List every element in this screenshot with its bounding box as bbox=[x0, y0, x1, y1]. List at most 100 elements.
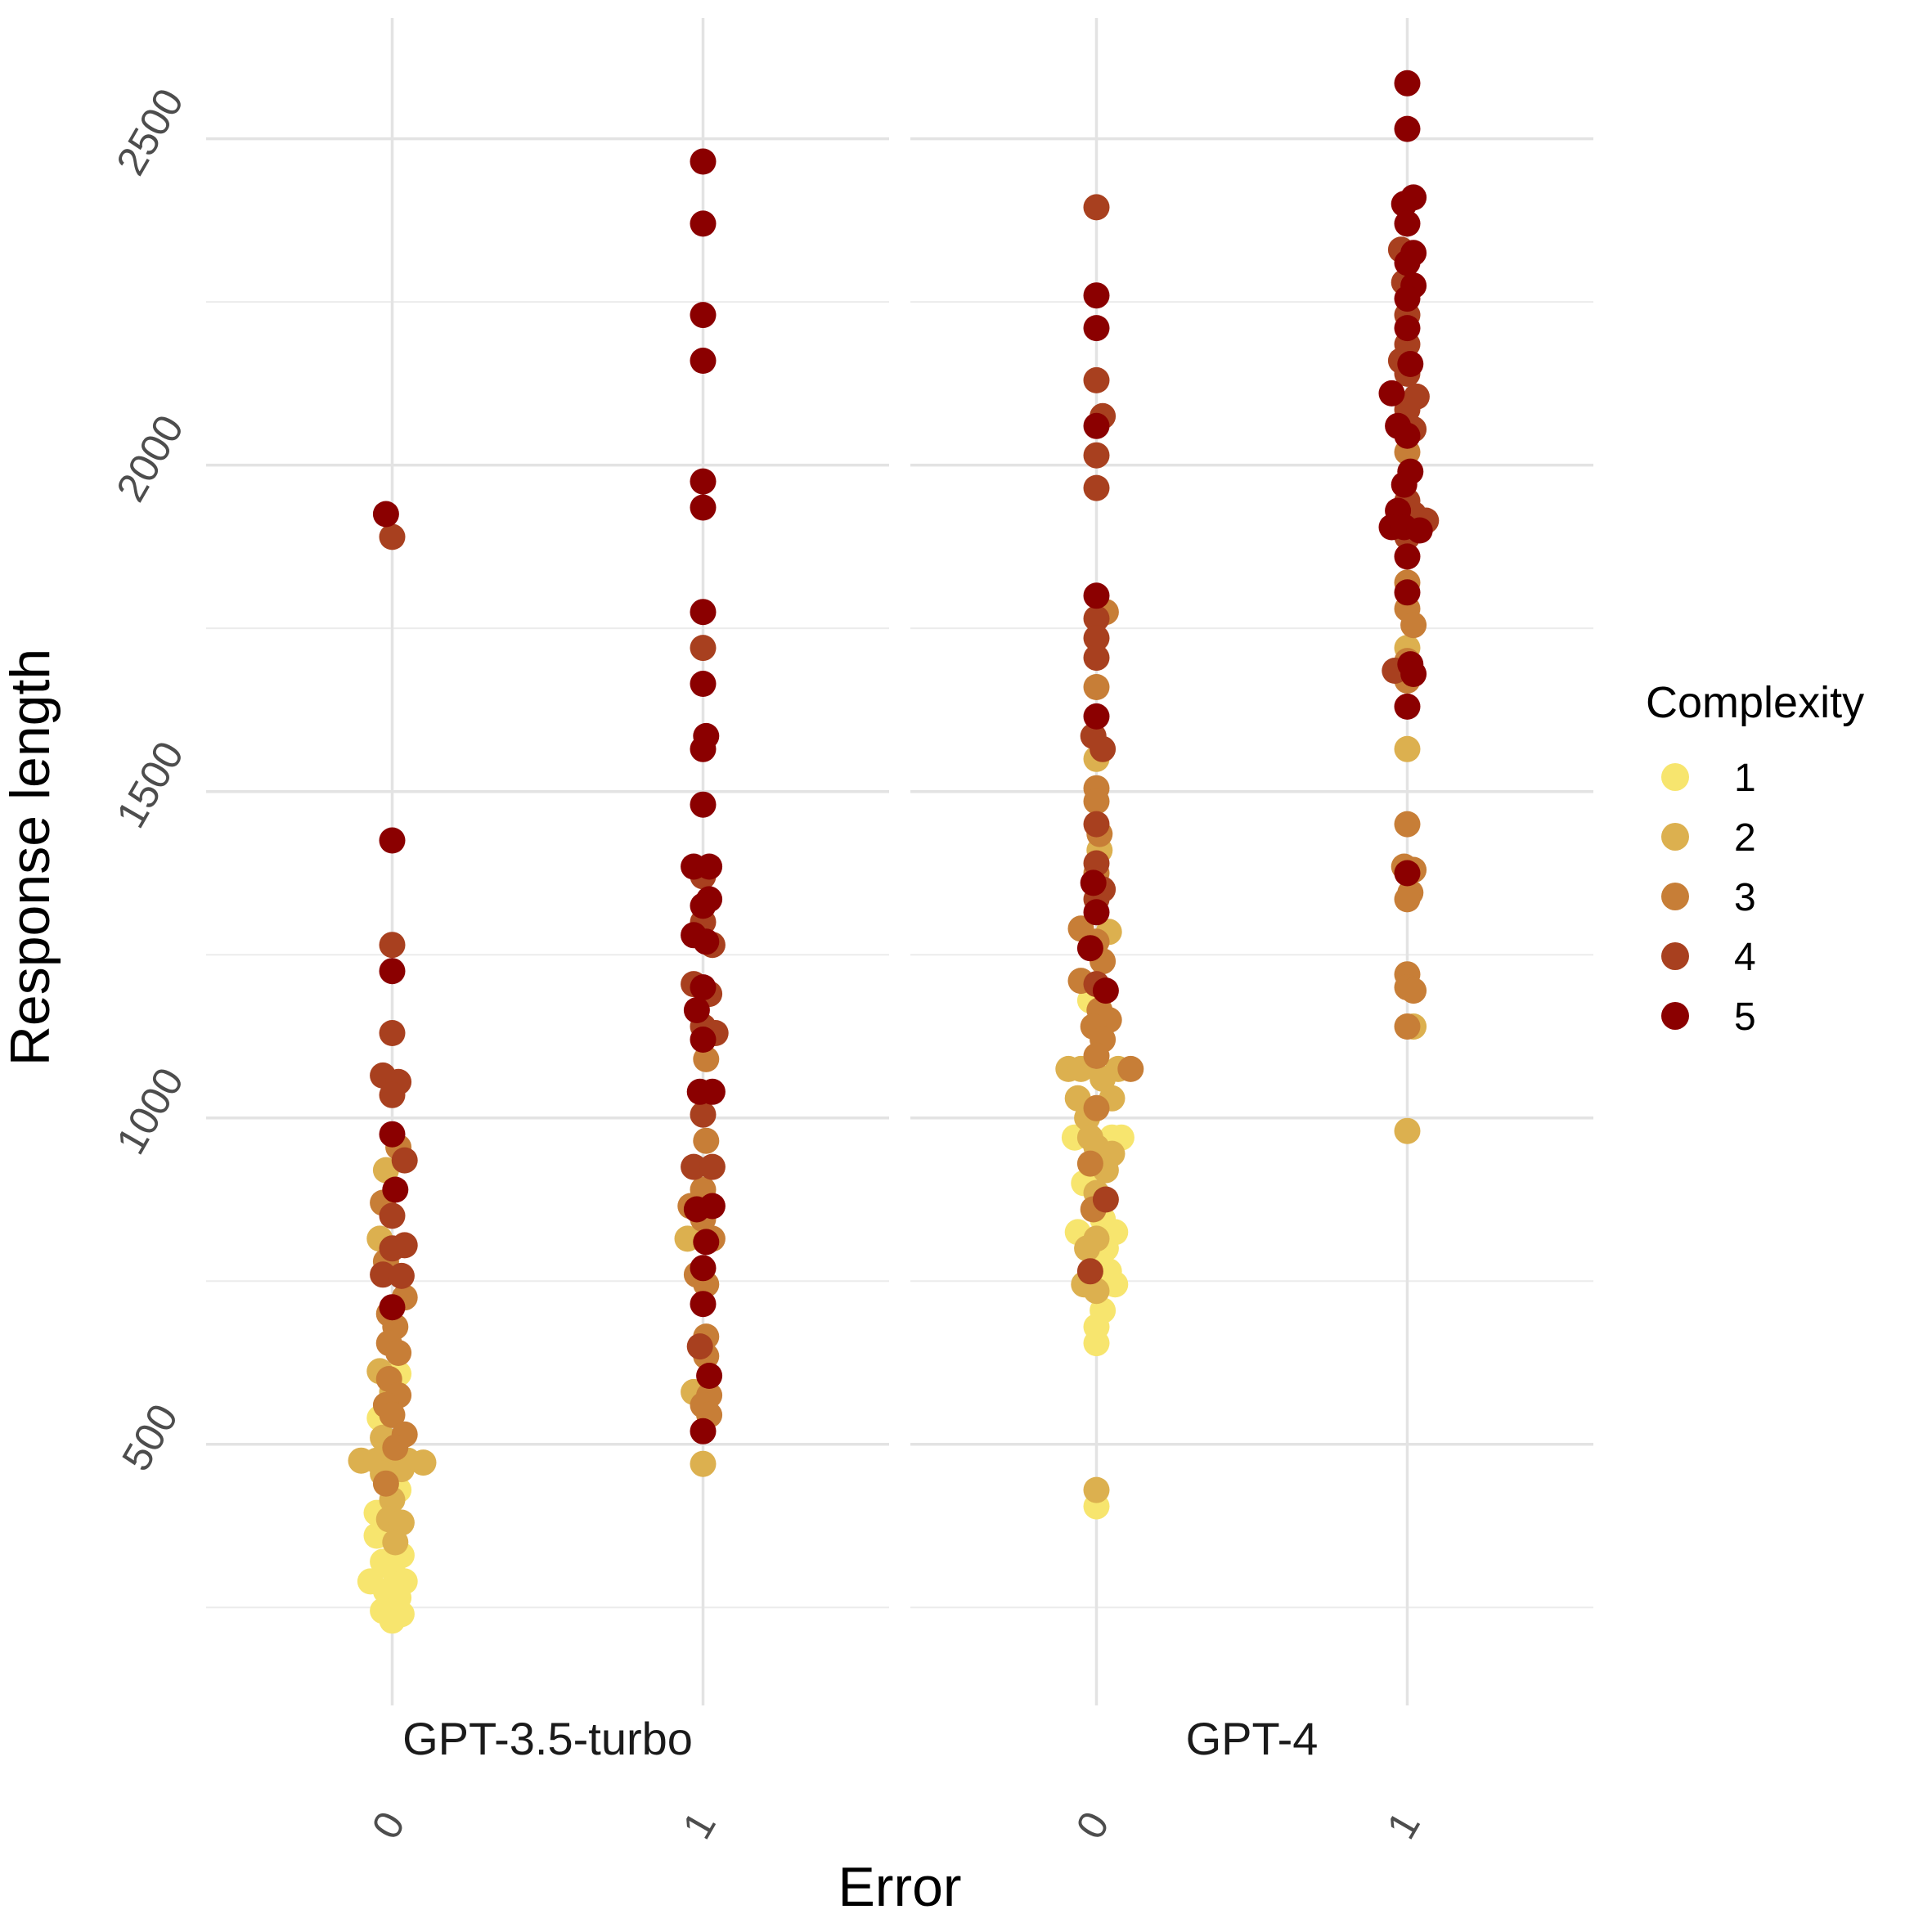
x-tick-label: 0 bbox=[363, 1804, 414, 1846]
y-tick-label: 500 bbox=[113, 1396, 186, 1478]
points-layer bbox=[348, 70, 1440, 1634]
data-point bbox=[1083, 1094, 1110, 1121]
legend-label-5: 5 bbox=[1734, 995, 1756, 1039]
data-point bbox=[1394, 422, 1421, 449]
data-point bbox=[1394, 1013, 1421, 1040]
data-point bbox=[1076, 1258, 1103, 1285]
legend-label-2: 2 bbox=[1734, 816, 1756, 860]
data-point bbox=[1394, 886, 1421, 913]
data-point bbox=[1394, 860, 1421, 887]
y-tick-label: 2000 bbox=[107, 407, 192, 509]
x-axis-title: Error bbox=[838, 1856, 961, 1918]
data-point bbox=[696, 853, 723, 880]
data-point bbox=[379, 1081, 406, 1108]
data-point bbox=[690, 892, 717, 919]
y-tick-label: 1000 bbox=[107, 1060, 192, 1161]
data-point bbox=[690, 735, 717, 762]
panel-label-gpt-4: GPT-4 bbox=[1186, 1713, 1319, 1764]
data-point bbox=[1083, 412, 1110, 439]
data-point bbox=[1083, 850, 1110, 877]
data-point bbox=[690, 1101, 717, 1128]
data-point bbox=[690, 494, 717, 521]
data-point bbox=[1394, 285, 1421, 312]
data-point bbox=[690, 599, 717, 626]
data-point bbox=[1400, 977, 1427, 1004]
data-point bbox=[1117, 1055, 1144, 1082]
y-tick-label: 1500 bbox=[107, 734, 192, 835]
data-point bbox=[1378, 380, 1405, 407]
data-point bbox=[699, 1193, 726, 1220]
data-point bbox=[1406, 517, 1433, 544]
legend-title: Complexity bbox=[1646, 678, 1864, 727]
data-point bbox=[1083, 282, 1110, 309]
data-point bbox=[379, 1294, 406, 1321]
legend-label-4: 4 bbox=[1734, 936, 1756, 979]
y-axis-title: Response length bbox=[0, 649, 61, 1066]
data-point bbox=[1074, 1235, 1101, 1262]
data-point bbox=[382, 1176, 409, 1203]
data-point bbox=[1083, 788, 1110, 815]
data-point bbox=[690, 348, 717, 374]
data-point bbox=[1083, 442, 1110, 469]
data-point bbox=[1394, 70, 1421, 97]
data-point bbox=[388, 1262, 415, 1289]
data-point bbox=[410, 1449, 437, 1476]
data-point bbox=[1397, 351, 1424, 377]
data-point bbox=[1076, 1150, 1103, 1177]
data-point bbox=[690, 210, 717, 237]
data-point bbox=[690, 148, 717, 175]
data-point bbox=[693, 928, 720, 955]
data-point bbox=[1092, 977, 1119, 1004]
data-point bbox=[379, 827, 406, 854]
data-point bbox=[699, 1078, 726, 1105]
legend-items: 1 2 3 4 5 bbox=[1661, 757, 1756, 1039]
data-point bbox=[385, 1340, 412, 1366]
data-point bbox=[1394, 811, 1421, 838]
data-point bbox=[1083, 366, 1110, 393]
data-point bbox=[1400, 612, 1427, 639]
data-point bbox=[379, 523, 406, 550]
y-axis-ticks: 500 1000 1500 2000 2500 bbox=[107, 81, 192, 1478]
data-point bbox=[379, 1235, 406, 1262]
data-point bbox=[690, 635, 717, 662]
data-point bbox=[1090, 1065, 1117, 1092]
data-point bbox=[1394, 735, 1421, 762]
data-point bbox=[1083, 605, 1110, 632]
data-point bbox=[690, 791, 717, 818]
data-point bbox=[1083, 899, 1110, 926]
data-point bbox=[1394, 315, 1421, 342]
legend-key-4 bbox=[1661, 942, 1689, 970]
legend-key-5 bbox=[1661, 1002, 1689, 1030]
data-point bbox=[690, 1027, 717, 1053]
data-point bbox=[1400, 661, 1427, 687]
data-point bbox=[1083, 1042, 1110, 1069]
data-point bbox=[379, 1121, 406, 1148]
data-point bbox=[683, 997, 710, 1023]
data-point bbox=[372, 501, 399, 528]
data-point bbox=[1083, 674, 1110, 700]
data-point bbox=[690, 974, 717, 1001]
x-axis-ticks: 0 1 0 1 bbox=[363, 1804, 1429, 1846]
data-point bbox=[690, 1450, 717, 1477]
data-point bbox=[696, 1363, 723, 1389]
data-point bbox=[1083, 1330, 1110, 1357]
data-point bbox=[1083, 811, 1110, 838]
data-point bbox=[693, 1127, 720, 1154]
data-point bbox=[690, 671, 717, 697]
data-point bbox=[1083, 315, 1110, 342]
panel-grid-layer bbox=[206, 18, 1593, 1705]
data-point bbox=[1083, 625, 1110, 652]
data-point bbox=[382, 1434, 409, 1461]
data-point bbox=[1083, 474, 1110, 501]
legend: Complexity 1 2 3 4 5 bbox=[1646, 678, 1864, 1039]
data-point bbox=[1394, 210, 1421, 237]
data-point bbox=[690, 1291, 717, 1318]
data-point bbox=[379, 1020, 406, 1046]
data-point bbox=[693, 1229, 720, 1256]
data-point bbox=[1394, 1117, 1421, 1144]
data-point bbox=[1090, 735, 1117, 762]
data-point bbox=[1394, 543, 1421, 570]
data-point bbox=[690, 468, 717, 495]
data-point bbox=[690, 302, 717, 329]
